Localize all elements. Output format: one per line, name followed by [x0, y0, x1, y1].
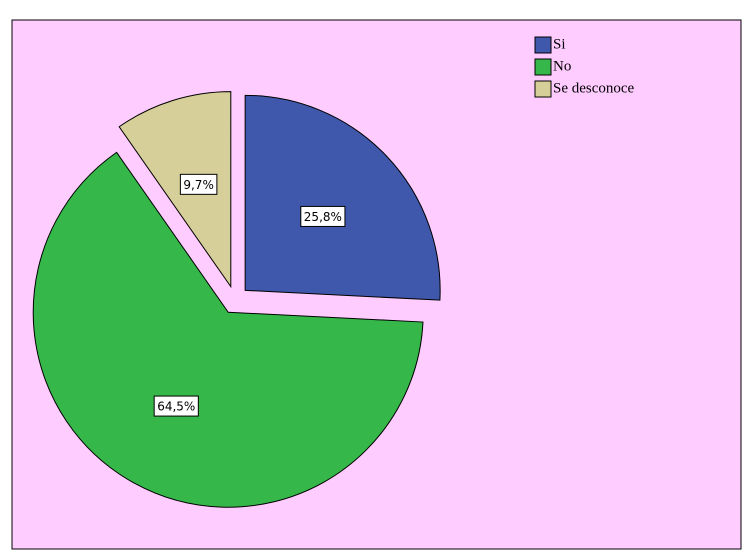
legend-swatch	[534, 36, 552, 54]
data-label: 25,8%	[304, 210, 342, 224]
legend-label: No	[553, 58, 571, 74]
pie: 25,8% 64,5% 9,7%	[32, 91, 441, 508]
legend-label: Si	[553, 36, 566, 52]
legend-swatch	[534, 80, 552, 98]
legend-swatch	[534, 58, 552, 76]
pie-slice	[32, 151, 424, 508]
pie-slice	[118, 91, 232, 289]
data-label-box	[153, 395, 199, 417]
data-label: 64,5%	[157, 400, 195, 414]
legend: Si No Se desconoce	[534, 36, 635, 98]
pie-slice	[244, 94, 441, 301]
data-label-box	[300, 205, 346, 227]
data-label: 9,7%	[183, 178, 214, 192]
data-label-box	[179, 173, 218, 195]
legend-label: Se desconoce	[553, 80, 635, 96]
